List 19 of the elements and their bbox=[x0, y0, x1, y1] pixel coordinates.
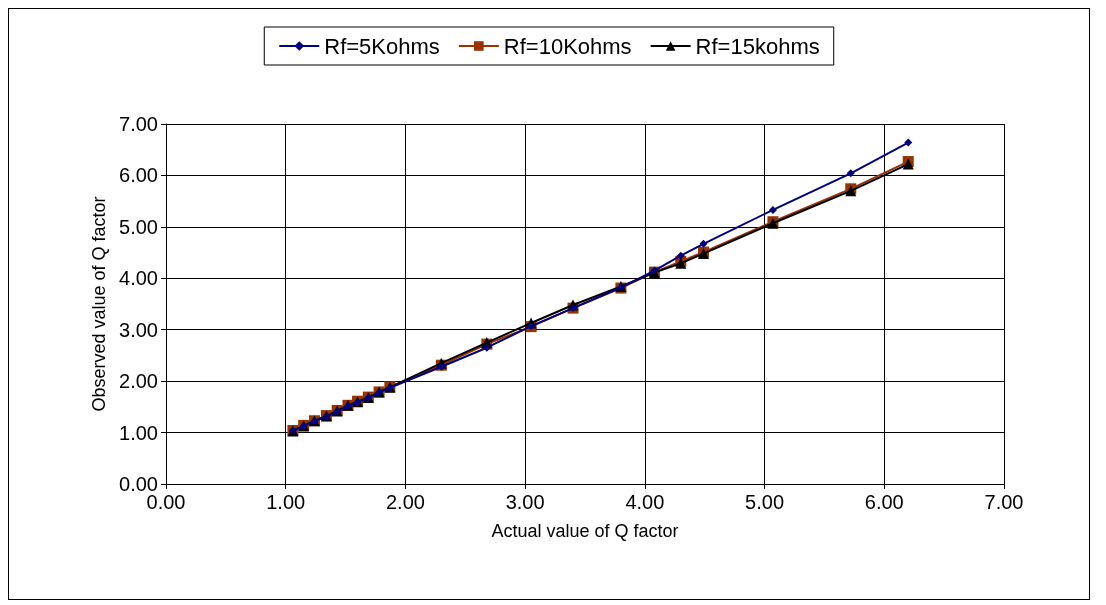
y-tick-label: 7.00 bbox=[119, 113, 158, 135]
y-tick-label: 6.00 bbox=[119, 164, 158, 187]
y-tick-label: 1.00 bbox=[119, 421, 158, 444]
x-tick-label: 1.00 bbox=[266, 491, 306, 513]
legend-label: Rf=15kohms bbox=[695, 33, 820, 59]
x-tick-label: 3.00 bbox=[505, 491, 545, 513]
x-tick-label: 5.00 bbox=[745, 491, 785, 513]
y-tick-label: 3.00 bbox=[119, 318, 158, 341]
x-axis-title: Actual value of Q factor bbox=[491, 521, 679, 541]
x-tick-label: 6.00 bbox=[864, 491, 904, 513]
x-tick-label: 2.00 bbox=[385, 491, 425, 513]
x-tick-label: 4.00 bbox=[625, 491, 665, 513]
y-tick-label: 2.00 bbox=[119, 370, 158, 393]
y-tick-label: 5.00 bbox=[119, 215, 158, 238]
legend-label: Rf=10Kohms bbox=[503, 33, 632, 59]
y-tick-label: 4.00 bbox=[119, 267, 158, 290]
x-tick-label: 7.00 bbox=[984, 491, 1024, 513]
legend-label: Rf=5Kohms bbox=[324, 33, 440, 59]
y-axis-title: Observed value of Q factor bbox=[89, 196, 110, 412]
